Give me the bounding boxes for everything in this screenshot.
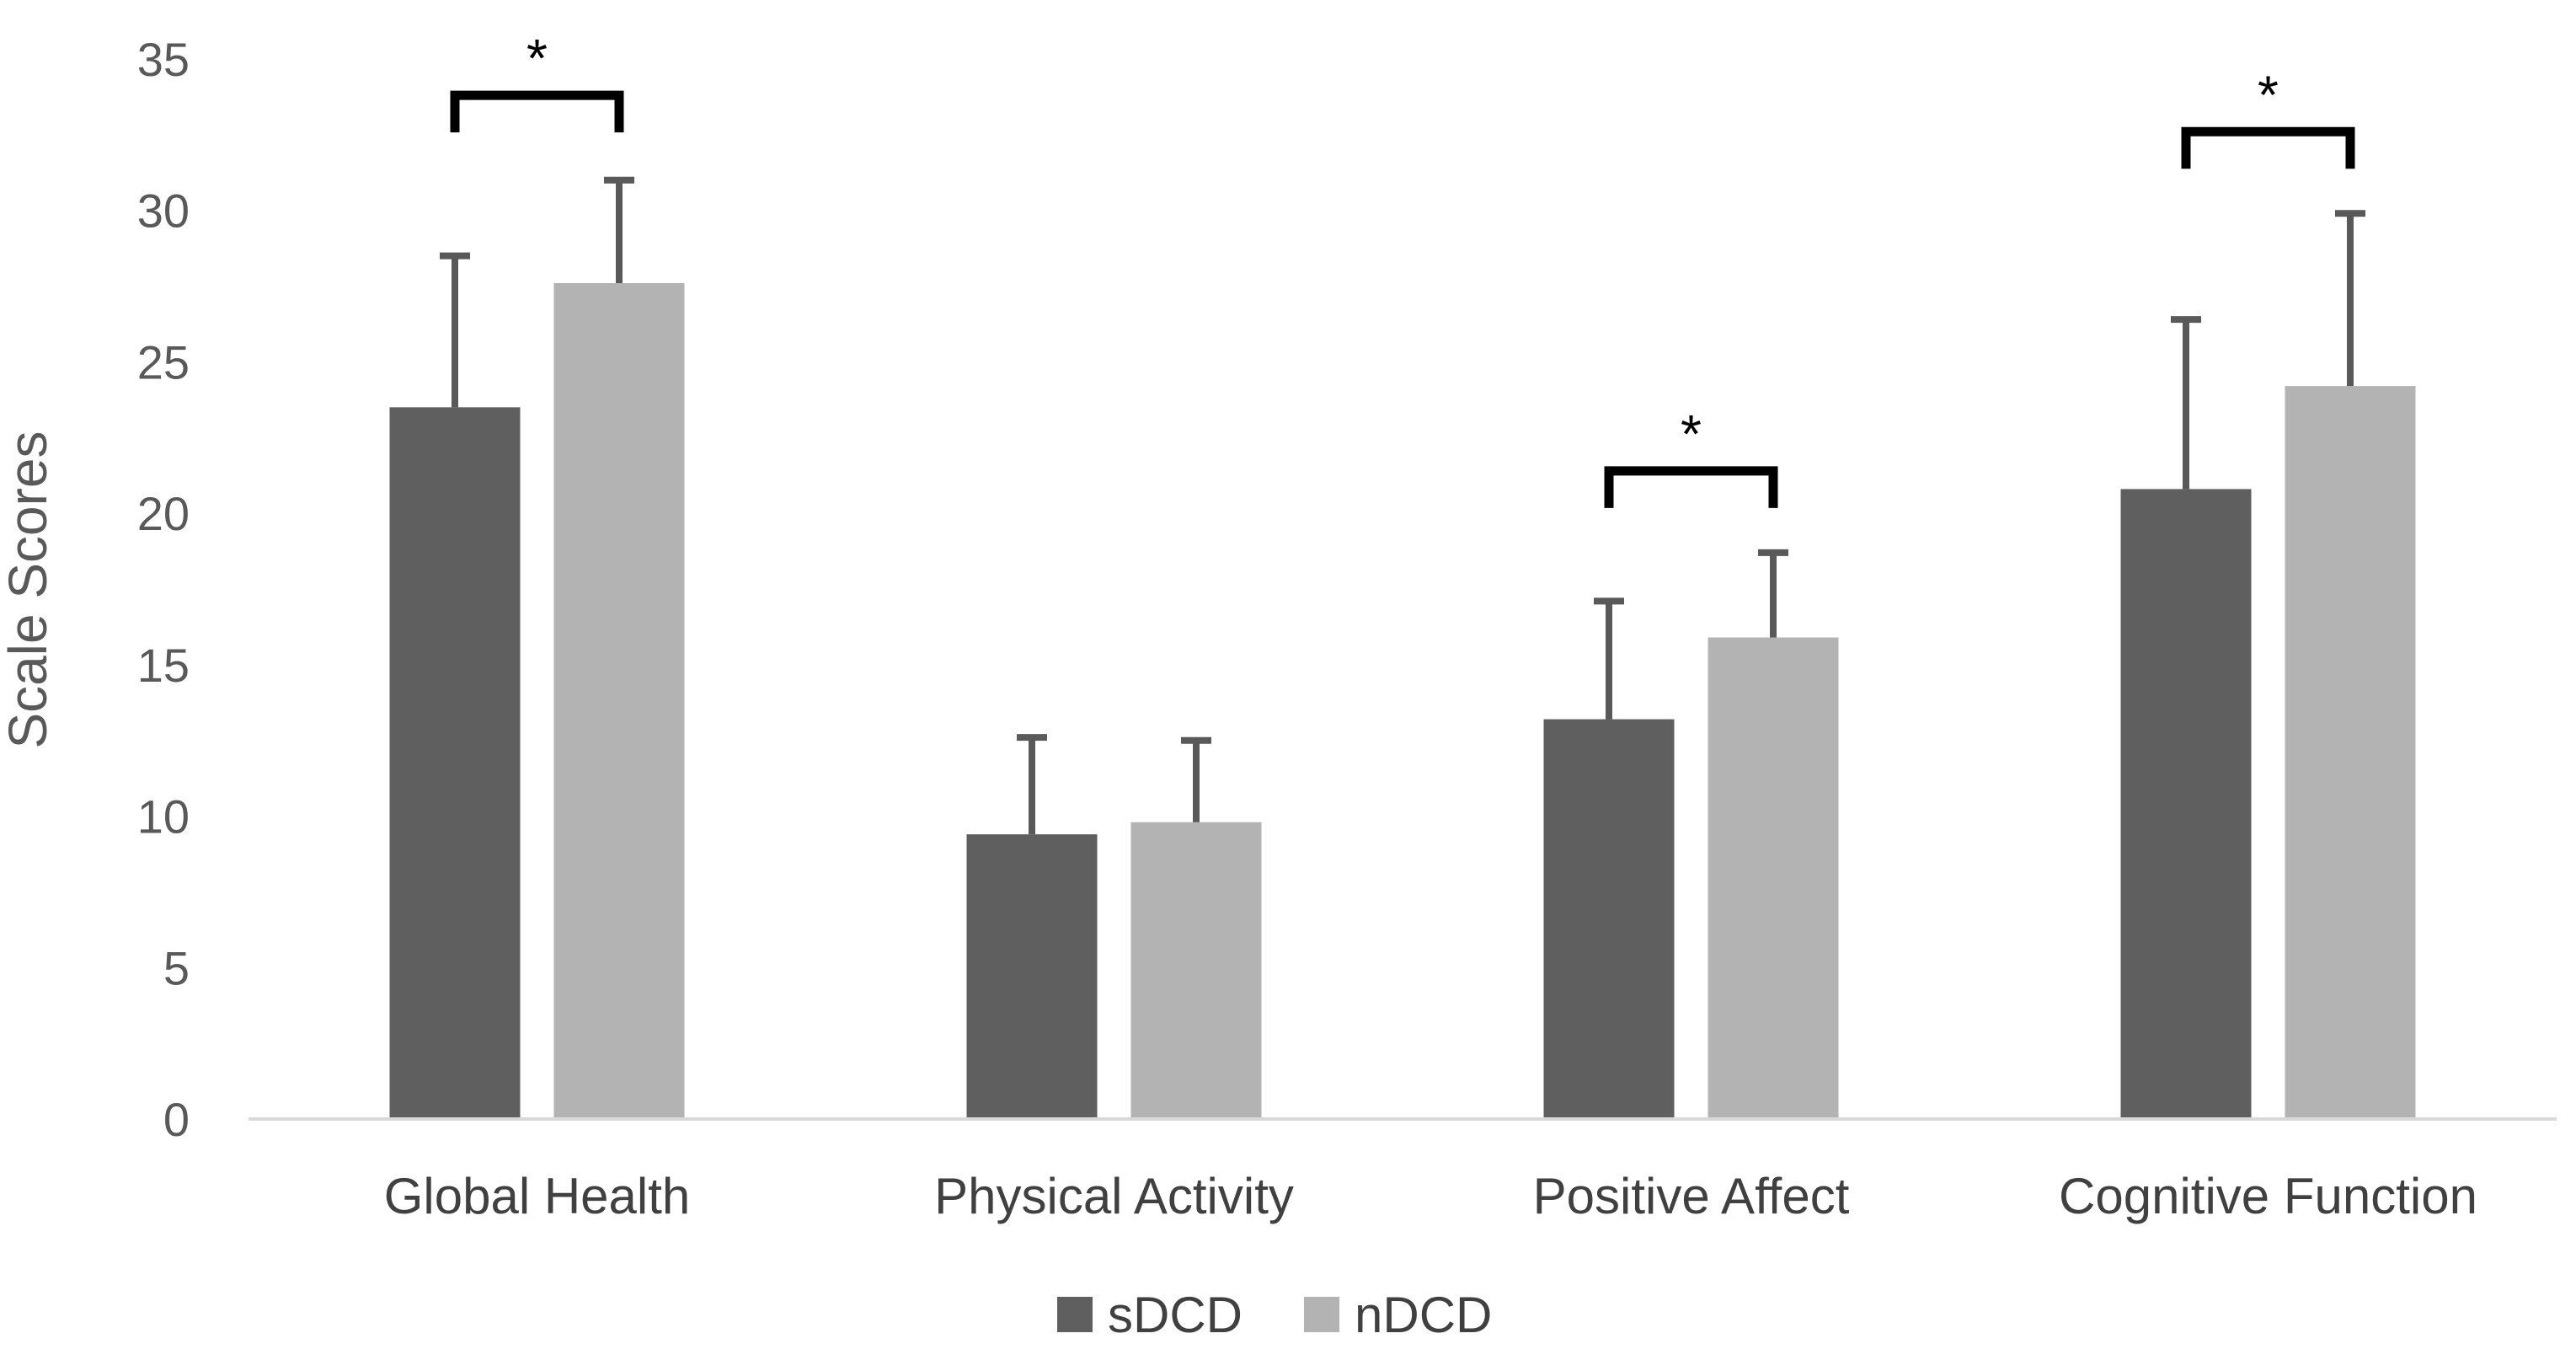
significance-bracket — [2181, 126, 2355, 169]
bar — [553, 282, 685, 1119]
bar — [1543, 719, 1675, 1119]
bar — [389, 407, 521, 1119]
error-bars — [440, 176, 2365, 835]
y-tick-label: 20 — [137, 487, 190, 540]
y-tick-label: 35 — [137, 33, 190, 86]
y-tick-label: 30 — [137, 185, 190, 238]
significance-asterisk: * — [526, 28, 548, 88]
x-axis-categories: Global Health Physical Activity Positive A… — [384, 1168, 2477, 1224]
y-axis-label: Scale Scores — [0, 431, 58, 748]
legend-label: sDCD — [1108, 1287, 1243, 1343]
bar — [1130, 822, 1262, 1119]
category-label: Global Health — [384, 1168, 691, 1224]
y-tick-label: 0 — [163, 1093, 190, 1146]
legend-label: nDCD — [1355, 1287, 1492, 1343]
significance-asterisk: * — [2258, 64, 2279, 125]
bar — [1708, 637, 1839, 1119]
significance-bracket — [1604, 466, 1778, 508]
y-tick-label: 15 — [137, 639, 190, 692]
category-label: Physical Activity — [934, 1168, 1294, 1224]
significance-asterisk: * — [1681, 404, 1702, 464]
legend-swatch — [1057, 1297, 1093, 1332]
legend-swatch — [1304, 1297, 1339, 1332]
bar — [2120, 489, 2252, 1119]
y-axis-ticks: 0 5 10 15 20 25 30 35 — [137, 33, 190, 1146]
legend: sDCD nDCD — [1057, 1287, 1492, 1343]
category-label: Positive Affect — [1533, 1168, 1850, 1224]
significance-bracket — [450, 90, 624, 133]
y-tick-label: 25 — [137, 335, 190, 388]
category-label: Cognitive Function — [2059, 1168, 2477, 1224]
y-tick-label: 10 — [137, 790, 190, 843]
bar-series — [389, 282, 2416, 1119]
bar — [966, 834, 1098, 1119]
y-tick-label: 5 — [163, 941, 190, 994]
bar — [2285, 386, 2416, 1119]
significance-markers: * * * — [450, 28, 2355, 508]
